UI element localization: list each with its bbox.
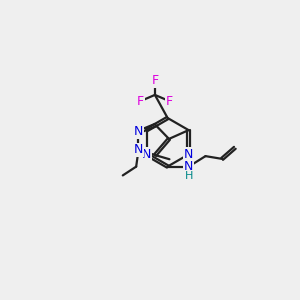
- Text: H: H: [185, 171, 193, 181]
- Text: N: N: [184, 148, 193, 161]
- Text: N: N: [134, 143, 143, 157]
- Text: N: N: [142, 148, 151, 161]
- Text: N: N: [184, 160, 194, 173]
- Text: F: F: [137, 94, 144, 108]
- Text: F: F: [151, 74, 158, 87]
- Text: N: N: [134, 125, 143, 139]
- Text: F: F: [166, 94, 173, 108]
